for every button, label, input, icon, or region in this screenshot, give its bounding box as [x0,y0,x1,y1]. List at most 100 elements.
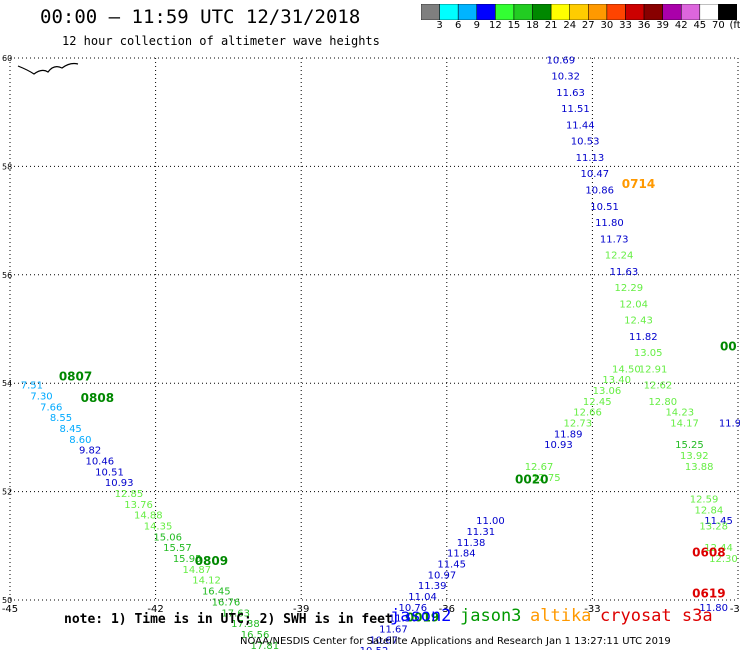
data-point-jason2: 11.51 [561,104,590,115]
data-point-jason3: 15.95 [173,554,202,565]
data-point-jason2: 11.80 [699,603,728,614]
data-point-jason2: 13.05 [634,348,663,359]
colorbar-label: 42 [674,20,688,31]
coastline [17,62,79,75]
footer-credit: NOAA/NESDIS Center for Satellite Applica… [240,636,671,647]
data-point-jason3: 13.40 [602,375,631,386]
track-time-label: 0808 [81,391,114,405]
legend-altika: altika [530,606,592,626]
data-point-jason3: 15.57 [163,543,192,554]
track-time-label: 0809 [195,554,228,568]
legend-cryosat: cryosat s3a [600,606,713,626]
data-point-jason2: 11.63 [556,88,585,99]
x-tick-label: -45 [2,604,18,615]
colorbar-label: 21 [544,20,558,31]
data-point-jason2: 8.60 [69,435,91,446]
x-tick-label: -33 [584,604,600,615]
data-point-jason3: 15.25 [675,440,704,451]
data-point-jason2: 11.84 [447,549,476,560]
data-point-jason2: 11.82 [629,332,658,343]
data-point-jason3: 12.66 [573,408,602,419]
data-point-jason2: 10.76 [399,603,428,614]
colorbar-label: 39 [656,20,670,31]
data-point-jason3: 17.63 [221,608,250,619]
data-point-jason2: 10.51 [95,467,124,478]
data-point-jason3: 13.28 [699,522,728,533]
data-point-jason3: 12.75 [532,473,561,484]
data-point-jason2: 7.66 [40,402,62,413]
y-tick-label: 54 [2,379,12,388]
data-point-jason3: 12.73 [564,419,593,430]
data-point-jason2: 12.43 [624,316,653,327]
track-time-label: 0807 [59,369,92,383]
data-point-jason2: 10.86 [585,186,614,197]
data-point-jason2: 12.80 [648,397,677,408]
colorbar-label: 18 [526,20,539,31]
data-point-jason2: 10.93 [544,440,573,451]
y-tick-label: 60 [2,54,12,63]
data-point-jason3: 17.81 [250,641,279,650]
x-tick-label: -42 [147,604,163,615]
data-point-jason2: 11.96 [719,419,740,430]
colorbar-label: 36 [637,20,651,31]
colorbar [421,4,737,20]
colorbar-label: 15 [507,20,521,31]
y-tick-label: 50 [2,596,12,605]
data-point-jason2: 12.04 [619,299,648,310]
data-point-jason2: 11.73 [600,234,629,245]
data-point-jason3: 12.59 [690,494,719,505]
data-point-jason2: 11.04 [408,592,437,603]
chart-title: 00:00 – 11:59 UTC 12/31/2018 [40,6,361,28]
data-point-jason2: 11.39 [418,581,447,592]
colorbar-label: 3 [436,20,443,31]
data-point-jason3: 13.88 [685,462,714,473]
colorbar-label: 30 [600,20,614,31]
data-point-jason2: 11.80 [595,218,624,229]
track-time-label: 0714 [622,177,655,191]
data-point-jason2: 10.32 [551,72,580,83]
data-point-jason2: 10.53 [571,137,600,148]
data-point-jason2: 11.13 [576,153,605,164]
data-point-jason3: 13.06 [593,386,622,397]
data-point-jason2: 11.44 [566,120,595,131]
colorbar-label: 12 [488,20,502,31]
data-point-jason2: 10.51 [590,202,619,213]
colorbar-label: 27 [581,20,595,31]
data-point-jason3: 16.56 [241,630,270,641]
data-point-jason2: 10.67 [369,635,398,646]
data-point-jason2: 11.00 [476,516,505,527]
data-point-jason3: 12.84 [695,505,724,516]
data-point-jason2: 9.82 [79,446,101,457]
data-point-jason3: 17.38 [231,619,260,630]
data-point-jason2: 7.30 [30,391,52,402]
x-tick-label: -30 [730,604,740,615]
data-point-jason2: 12.91 [639,364,668,375]
data-point-jason2: 11.63 [610,267,639,278]
legend-jason3: jason3 [460,606,522,626]
data-point-jason2: 10.93 [105,478,134,489]
colorbar-swatch [718,4,737,20]
data-point-jason2: 10.47 [581,169,610,180]
y-tick-label: 58 [2,162,12,171]
data-point-jason2: 7.51 [21,381,43,392]
track-time-label: 0020 [515,472,548,486]
footnote: note: 1) Time is in UTC; 2) SWH is in fe… [64,612,393,627]
colorbar-label: 33 [619,20,632,31]
data-point-jason3: 13.92 [680,451,709,462]
data-point-jason3: 14.17 [670,419,699,430]
chart-subtitle: 12 hour collection of altimeter wave hei… [62,34,380,48]
track-time-label: 0608 [692,546,725,560]
colorbar-label: 70 [712,20,725,31]
legend-jason2: jason2 [390,606,452,626]
colorbar-label: 45 [693,20,707,31]
x-tick-label: -39 [293,604,309,615]
data-point-jason3: 14.23 [665,408,694,419]
track-time-label: 00 [720,340,737,354]
data-point-jason3: 14.87 [183,565,212,576]
data-point-jason2: 10.52 [360,646,389,650]
data-point-jason2: 8.45 [60,424,82,435]
data-point-jason2: 12.29 [614,283,643,294]
data-point-jason2: 10.97 [428,570,457,581]
